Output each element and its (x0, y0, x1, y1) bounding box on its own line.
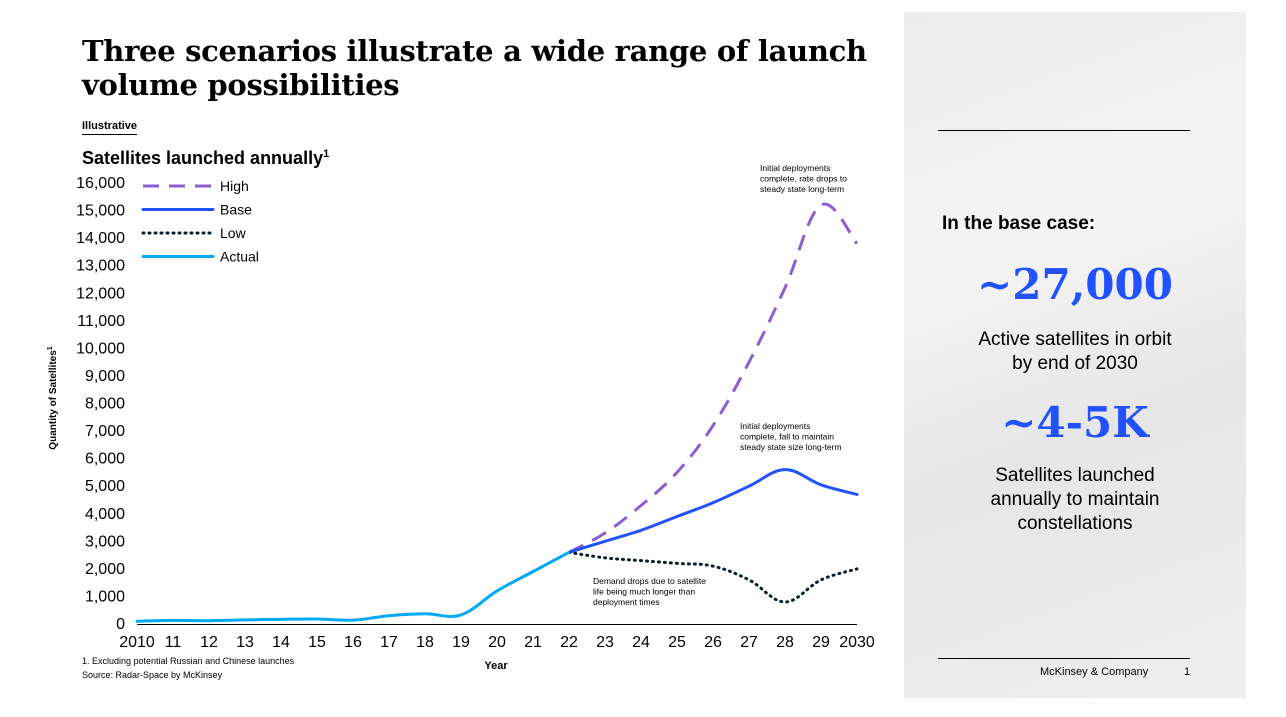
legend-label-high: High (220, 178, 249, 194)
y-tick-label: 1,000 (85, 588, 125, 605)
chart-heading: Satellites launched annually1 (82, 148, 329, 169)
x-tick-label: 26 (704, 634, 722, 651)
annotations: Initial deployments complete, rate drops … (593, 163, 847, 607)
x-tick-label: 29 (812, 634, 830, 651)
y-tick-label: 4,000 (85, 506, 125, 523)
legend-label-actual: Actual (220, 249, 259, 265)
annotation-line: steady state long-term (760, 184, 844, 194)
annual-launches-stat: ~4-5K (1001, 398, 1149, 447)
series-line-actual (135, 550, 571, 623)
y-axis-label: Quantity of Satellites1 (47, 346, 59, 449)
x-tick-label: 24 (632, 634, 650, 651)
x-tick-label: 15 (308, 634, 326, 651)
x-tick-label: 2030 (839, 634, 875, 651)
y-tick-label: 14,000 (76, 230, 125, 247)
active-satellites-description: Active satellites in orbit by end of 203… (904, 328, 1246, 376)
y-tick-label: 12,000 (76, 285, 125, 302)
annotation-base: Initial deployments complete, fall to mai… (740, 421, 842, 452)
annotation-high: Initial deployments complete, rate drops … (760, 163, 847, 194)
stat1-desc-line: by end of 2030 (1012, 353, 1138, 374)
stat2-desc-line: Satellites launched (995, 465, 1155, 486)
annotation-low: Demand drops due to satellite life being … (593, 576, 706, 607)
annotation-line: life being much longer than (593, 587, 695, 597)
launch-volume-chart: 0 1,000 2,000 3,000 4,000 5,000 6,000 7,000 8,00… (47, 163, 875, 672)
base-case-label: In the base case: (942, 213, 1096, 234)
page-number: 1 (1184, 666, 1191, 678)
x-tick-label: 16 (344, 634, 362, 651)
x-tick-label: 17 (380, 634, 398, 651)
legend-label-base: Base (220, 202, 252, 218)
legend: High Base Low Actual (141, 178, 259, 265)
key-stats-panel: In the base case: ~27,000 Active satelli… (904, 12, 1246, 698)
stat1-desc-line: Active satellites in orbit (978, 329, 1172, 350)
y-tick-label: 16,000 (76, 175, 125, 192)
x-tick-label: 28 (776, 634, 794, 651)
brand-name: McKinsey & Company (1040, 666, 1149, 678)
active-satellites-stat: ~27,000 (977, 260, 1173, 309)
y-axis: 0 1,000 2,000 3,000 4,000 5,000 6,000 7,000 8,00… (76, 175, 125, 633)
panel-divider-top (938, 130, 1190, 131)
stat2-desc-line: annually to maintain (990, 489, 1160, 510)
y-tick-label: 8,000 (85, 396, 125, 413)
annotation-line: steady state size long-term (740, 442, 842, 452)
x-tick-label: 19 (452, 634, 470, 651)
x-tick-label: 2010 (119, 634, 155, 651)
source-note: Source: Radar-Space by McKinsey (82, 670, 223, 680)
chart-heading-footnote-marker: 1 (323, 148, 330, 160)
x-axis-label: Year (484, 660, 508, 672)
y-tick-label: 7,000 (85, 423, 125, 440)
annotation-line: complete, fall to maintain (740, 432, 834, 442)
x-axis: 2010 11 12 13 14 15 16 17 18 19 20 21 22 23 24 25 26 27 28… (119, 624, 875, 651)
stat2-desc-line: constellations (1017, 513, 1133, 534)
annotation-line: Initial deployments (740, 421, 810, 431)
annotation-line: complete, rate drops to (760, 174, 847, 184)
series-line-base (567, 468, 859, 554)
series-lines (135, 202, 859, 623)
x-tick-label: 21 (524, 634, 542, 651)
x-tick-label: 20 (488, 634, 506, 651)
x-tick-label: 13 (236, 634, 254, 651)
annual-launches-description: Satellites launched annually to maintain… (904, 464, 1246, 536)
y-tick-label: 13,000 (76, 258, 125, 275)
y-tick-label: 2,000 (85, 561, 125, 578)
annotation-line: deployment times (593, 597, 660, 607)
x-tick-label: 18 (416, 634, 434, 651)
legend-label-low: Low (220, 225, 247, 241)
series-line-low (567, 550, 859, 604)
series-line-high (568, 202, 859, 554)
y-tick-label: 15,000 (76, 203, 125, 220)
annotation-line: Initial deployments (760, 163, 830, 173)
x-tick-label: 14 (272, 634, 290, 651)
y-tick-label: 5,000 (85, 478, 125, 495)
y-tick-label: 9,000 (85, 368, 125, 385)
x-tick-label: 22 (560, 634, 578, 651)
y-tick-label: 3,000 (85, 533, 125, 550)
x-tick-label: 27 (740, 634, 758, 651)
x-tick-label: 12 (200, 634, 218, 651)
chart-heading-text: Satellites launched annually (82, 148, 324, 168)
x-tick-label: 11 (165, 634, 182, 651)
x-tick-label: 25 (668, 634, 686, 651)
x-tick-label: 23 (596, 634, 614, 651)
y-tick-label: 0 (116, 616, 125, 633)
y-tick-label: 10,000 (76, 340, 125, 357)
illustrative-tag: Illustrative (82, 120, 138, 135)
slide-title: Three scenarios illustrate a wide range … (82, 34, 867, 102)
annotation-line: Demand drops due to satellite (593, 576, 706, 586)
panel-divider-bottom (938, 658, 1190, 659)
y-tick-label: 11,000 (77, 313, 125, 330)
y-tick-label: 6,000 (85, 451, 125, 468)
footnote: 1. Excluding potential Russian and Chine… (82, 656, 295, 666)
